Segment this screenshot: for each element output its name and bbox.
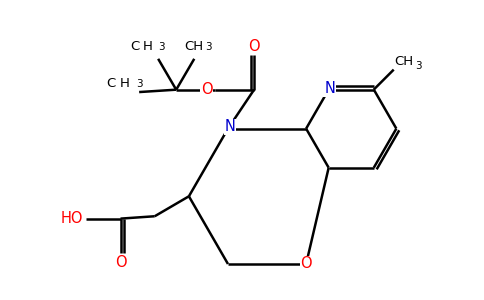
Text: C: C <box>106 77 115 90</box>
Text: 3: 3 <box>416 61 422 71</box>
Text: 3: 3 <box>205 42 212 52</box>
Text: O: O <box>248 39 260 54</box>
Text: O: O <box>300 256 312 272</box>
Text: 3: 3 <box>159 42 165 52</box>
Text: HO: HO <box>61 211 83 226</box>
Text: H: H <box>143 40 152 53</box>
Text: 3: 3 <box>136 79 142 88</box>
Text: CH: CH <box>185 40 204 53</box>
Text: C: C <box>130 40 139 53</box>
Text: N: N <box>324 81 335 96</box>
Text: O: O <box>115 255 126 270</box>
Text: CH: CH <box>394 55 414 68</box>
Text: N: N <box>225 119 235 134</box>
Text: O: O <box>201 82 212 97</box>
Text: H: H <box>120 77 130 90</box>
